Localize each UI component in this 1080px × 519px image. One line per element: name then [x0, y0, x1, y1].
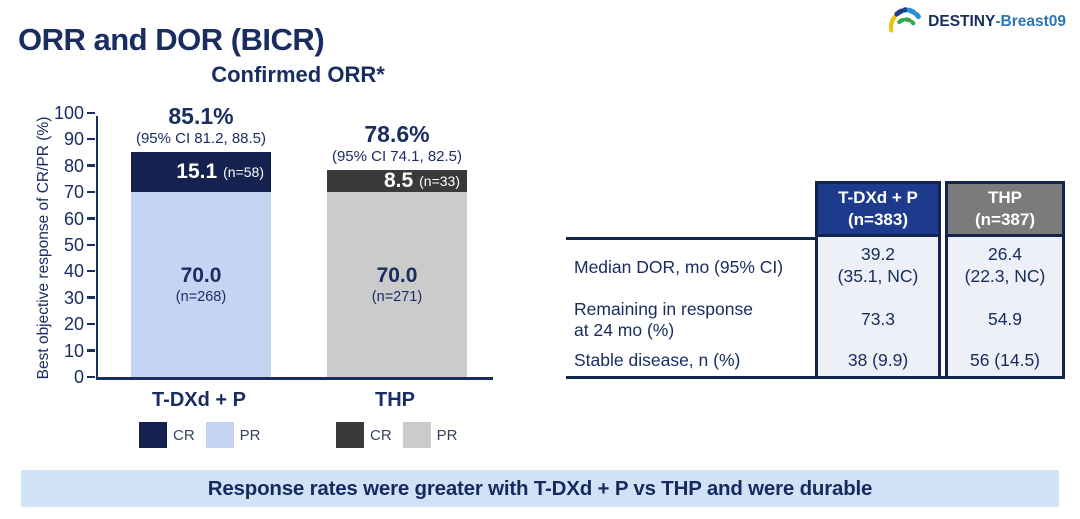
legend-label: CR [370, 426, 392, 444]
table-cell-value: 56 (14.5) [945, 345, 1065, 379]
bar-annotation: 85.1% (95% CI 81.2, 88.5) [76, 103, 326, 147]
legend-label: PR [239, 426, 261, 444]
label-line: Stable disease, n (%) [574, 350, 741, 370]
table-column-header: THP (n=387) [945, 181, 1065, 237]
legend-label: PR [436, 426, 458, 444]
label-line: Median DOR, mo (95% CI) [574, 257, 784, 277]
logo-brand: DESTINY [928, 13, 996, 30]
table-column-gap [941, 345, 945, 379]
pr-segment: 70.0 (n=271) [327, 192, 467, 377]
value-line: 39.2 [860, 244, 896, 265]
y-tick-mark [87, 111, 95, 114]
pr-legend-swatch [402, 422, 431, 448]
key-message-banner: Response rates were greater with T-DXd +… [21, 470, 1059, 507]
y-tick-label: 100 [53, 103, 84, 123]
value-line: (22.3, NC) [964, 266, 1046, 286]
y-tick-label: 80 [63, 155, 84, 176]
pr-n-count: (n=268) [175, 289, 227, 306]
legend-label: CR [173, 426, 195, 444]
logo-text: DESTINY-Breast09 [928, 13, 1066, 31]
cr-n-count: (n=33) [419, 172, 460, 189]
legend-thp: CR PR [336, 422, 469, 448]
destiny-breast09-logo: DESTINY-Breast09 [885, 6, 1066, 38]
bar-thp: 78.6% (95% CI 74.1, 82.5) 8.5 (n=33) 70.… [327, 113, 467, 377]
cr-segment: 8.5 (n=33) [327, 168, 467, 193]
page-title: ORR and DOR (BICR) [18, 22, 325, 57]
destiny-fan-icon [885, 6, 923, 38]
cr-legend-swatch [139, 422, 167, 448]
y-tick-label: 60 [63, 208, 84, 229]
chart-title: Confirmed ORR* [211, 62, 385, 87]
y-tick-mark [87, 137, 95, 141]
pr-value: 70.0 [376, 264, 418, 288]
y-tick-label: 10 [63, 340, 84, 361]
table-cell-value: 38 (9.9) [815, 345, 941, 379]
cr-value: 8.5 [383, 168, 414, 192]
pr-legend-swatch [205, 422, 234, 448]
header-line: T-DXd + P [838, 187, 918, 207]
table-cell-value: 54.9 [945, 295, 1065, 345]
logo-suffix: -Breast09 [995, 13, 1066, 30]
y-tick-mark [87, 217, 95, 220]
value-line: 38 (9.9) [847, 349, 909, 370]
table-corner-spacer [566, 181, 815, 237]
value-line: 73.3 [860, 309, 896, 330]
y-tick-mark [87, 375, 95, 378]
y-tick-mark [87, 164, 95, 167]
value-line: 54.9 [987, 309, 1023, 330]
x-category-label-thp: THP [375, 389, 415, 411]
table-row-label: Median DOR, mo (95% CI) [566, 237, 815, 295]
y-tick-label: 70 [63, 182, 84, 203]
value-line: (35.1, NC) [837, 266, 919, 286]
header-line: (n=387) [975, 210, 1035, 229]
y-tick-mark [87, 322, 95, 326]
orr-ci-value: (95% CI 81.2, 88.5) [135, 130, 267, 148]
y-tick-mark [87, 296, 95, 299]
table-row-label: Remaining in response at 24 mo (%) [566, 295, 815, 345]
y-tick-label: 50 [63, 235, 84, 255]
bar-chart-plot: 85.1% (95% CI 81.2, 88.5) 15.1 (n=58) 70… [54, 103, 493, 387]
bar-tdxd-p: 85.1% (95% CI 81.2, 88.5) 15.1 (n=58) 70… [131, 103, 271, 377]
orr-total-value: 85.1% [168, 103, 234, 130]
value-line: 26.4 [987, 244, 1023, 265]
pr-n-count: (n=271) [371, 289, 423, 306]
dor-table: T-DXd + P (n=383) THP (n=387) Median DOR, mo… [566, 181, 1065, 379]
label-line: at 24 mo (%) [574, 320, 675, 340]
table-column-header: T-DXd + P (n=383) [815, 181, 941, 237]
y-tick-label: 0 [73, 367, 84, 387]
header-line: (n=383) [848, 210, 908, 229]
legend-tdxd-p: CR PR [139, 422, 272, 448]
y-tick-mark [87, 243, 95, 246]
table-cell-value: 73.3 [815, 295, 941, 345]
y-tick-mark [87, 349, 95, 352]
table-row-label: Stable disease, n (%) [566, 345, 815, 379]
table-cell-value: 39.2 (35.1, NC) [815, 237, 941, 295]
y-tick-mark [87, 190, 95, 194]
orr-ci-value: (95% CI 74.1, 82.5) [331, 147, 463, 165]
x-category-label-tdxd-p: T-DXd + P [152, 389, 246, 411]
value-line: 56 (14.5) [969, 349, 1041, 370]
pr-segment: 70.0 (n=268) [131, 192, 271, 377]
orr-total-value: 78.6% [364, 120, 430, 147]
cr-value: 15.1 [176, 160, 218, 184]
cr-legend-swatch [336, 422, 364, 448]
y-tick-label: 20 [63, 314, 84, 335]
y-tick-label: 90 [63, 129, 84, 150]
pr-value: 70.0 [180, 264, 222, 288]
cr-segment: 15.1 (n=58) [131, 152, 271, 193]
y-tick-mark [87, 269, 95, 273]
header-line: THP [988, 187, 1022, 207]
label-line: Remaining in response [574, 299, 753, 319]
y-tick-label: 30 [63, 287, 84, 308]
table-cell-value: 26.4 (22.3, NC) [945, 237, 1065, 295]
cr-n-count: (n=58) [223, 164, 264, 181]
y-tick-label: 40 [63, 261, 84, 282]
key-message-text: Response rates were greater with T-DXd +… [207, 476, 873, 500]
bar-annotation: 78.6% (95% CI 74.1, 82.5) [272, 121, 522, 165]
